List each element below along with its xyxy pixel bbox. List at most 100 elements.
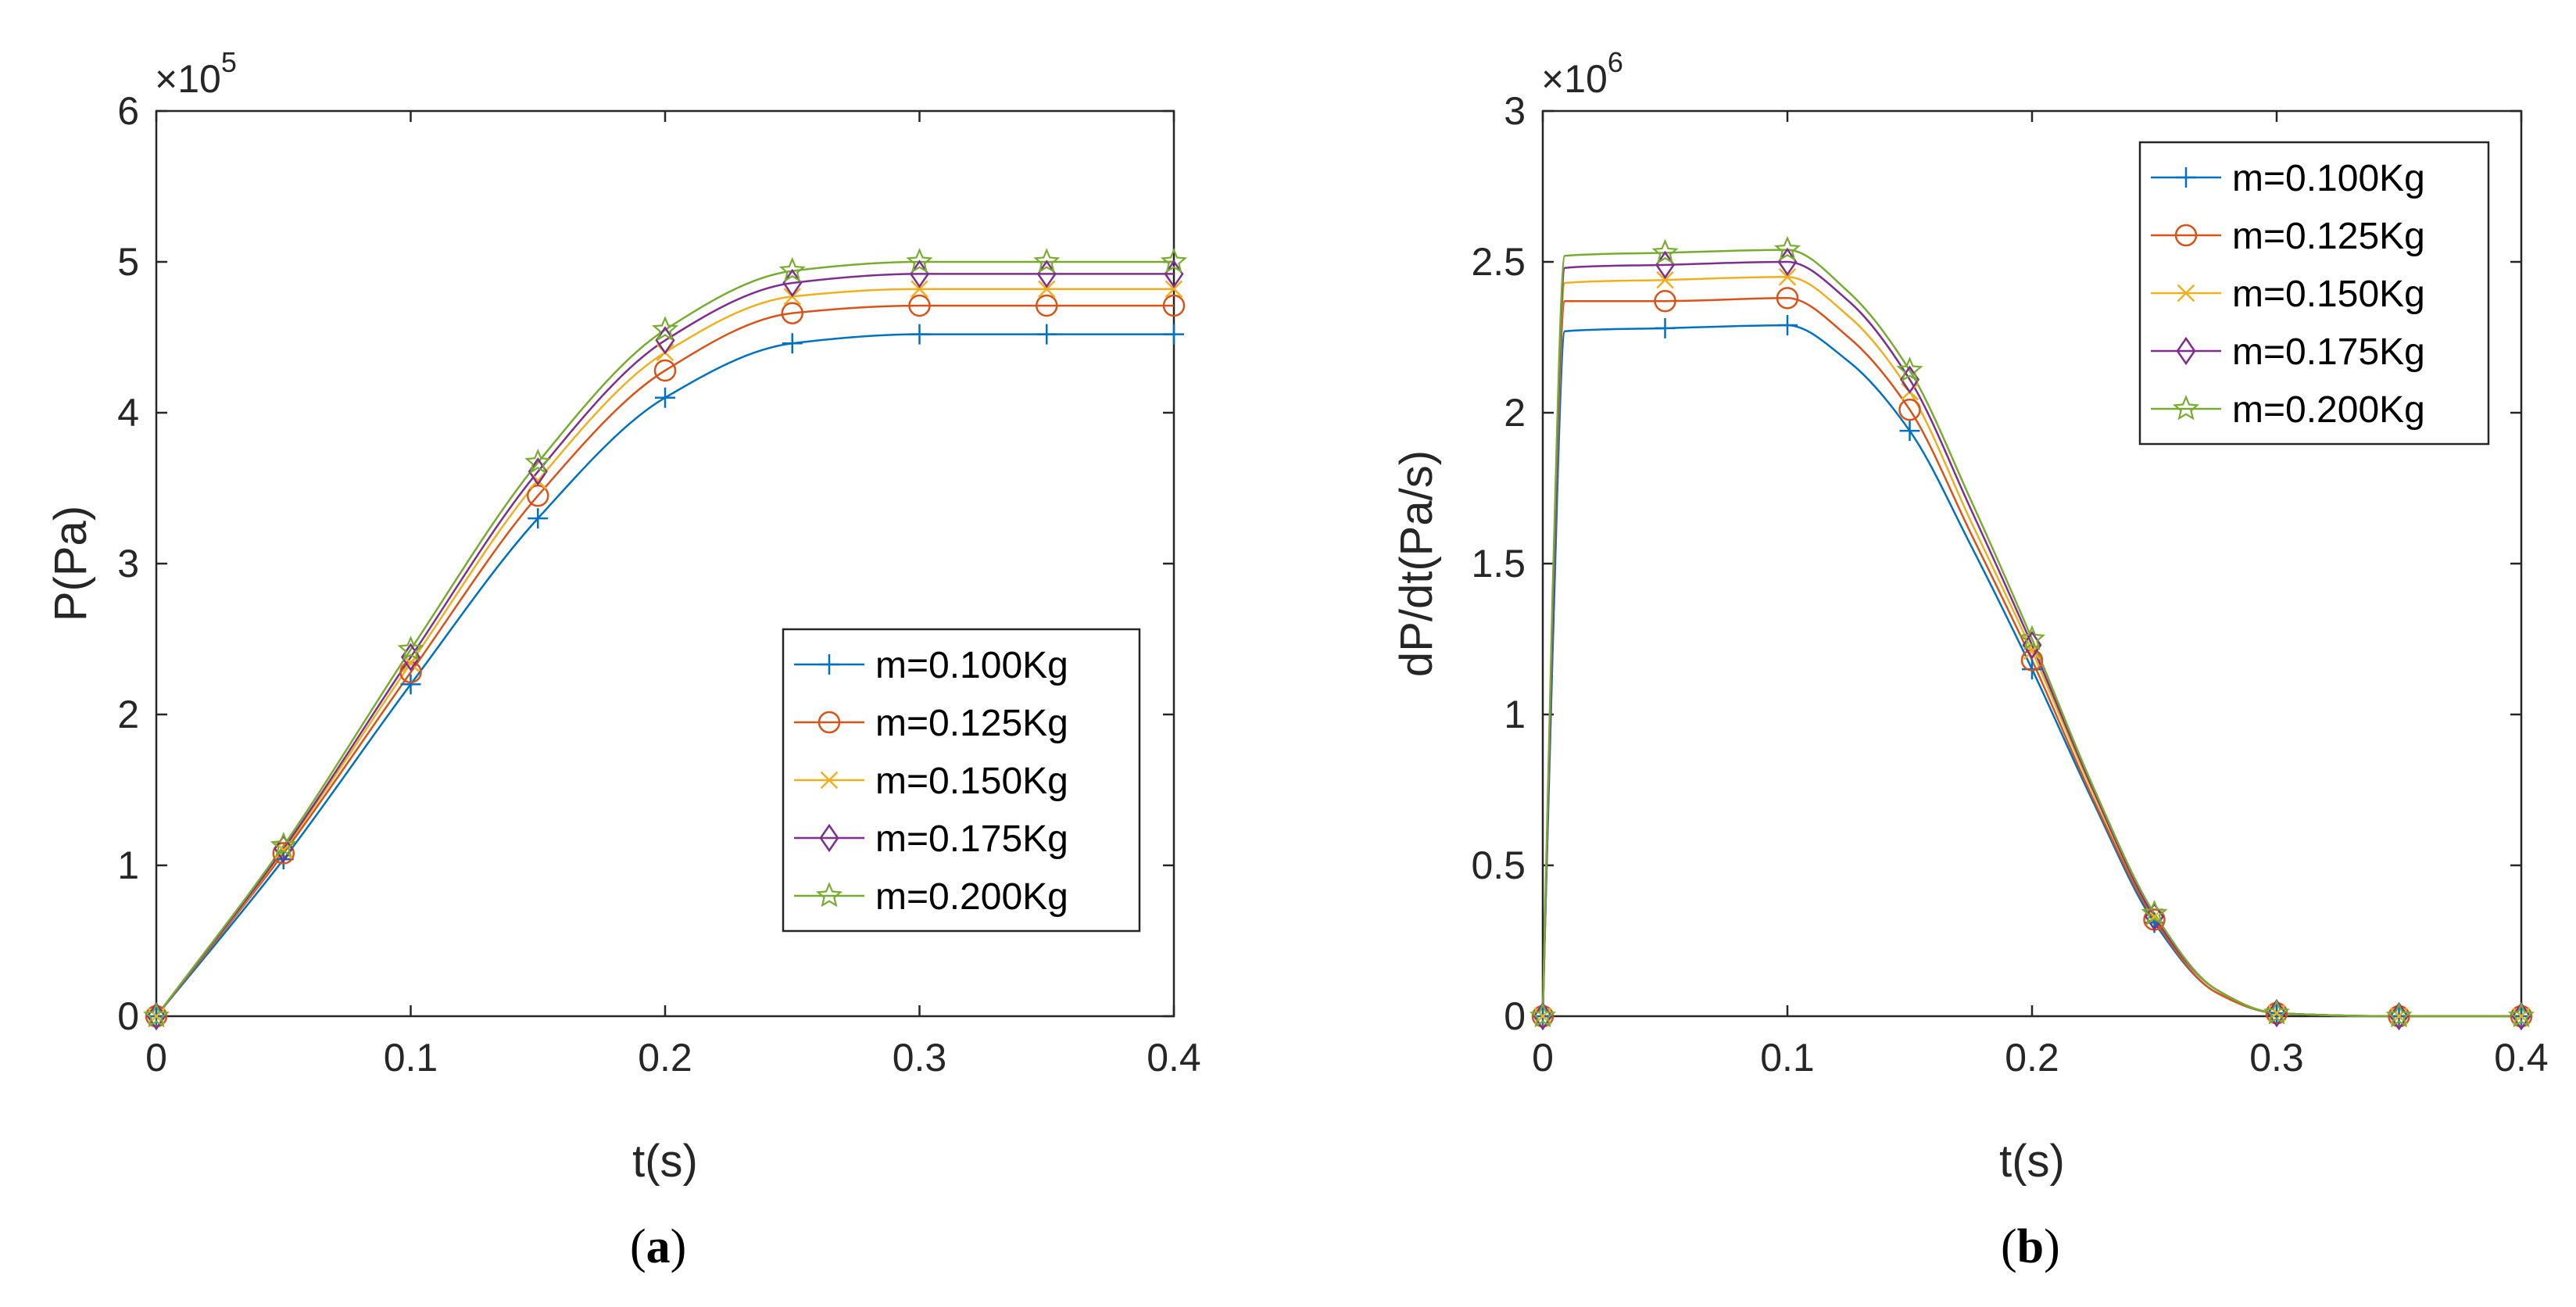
data-point-marker [1165, 280, 1183, 299]
data-point-marker [909, 324, 930, 345]
exponent-base-b: ×10 [1541, 57, 1608, 101]
legend-entry: m=0.175Kg [2232, 331, 2425, 373]
x-tick-label: 0.4 [1147, 1036, 1201, 1080]
legend-entry: m=0.200Kg [875, 876, 1068, 918]
exponent-power-b: 6 [1608, 46, 1623, 78]
series-line-5 [1541, 249, 2521, 1018]
data-point-marker [782, 333, 803, 354]
data-point-marker [1777, 315, 1798, 336]
data-point-marker [1654, 289, 1676, 313]
legend-swatch-marker [2176, 167, 2196, 188]
data-point-marker [1656, 270, 1674, 289]
data-point-marker [1773, 235, 1801, 262]
legend-entry: m=0.100Kg [875, 645, 1068, 686]
legend-swatch-marker [815, 882, 843, 908]
series-line-5 [155, 260, 1174, 1017]
x-tick-label: 0.1 [1760, 1036, 1815, 1080]
y-tick-label: 2.5 [1471, 240, 1526, 284]
y-tick-label: 0 [1504, 994, 1526, 1038]
data-point-marker [778, 256, 806, 283]
x-tick-label: 0 [145, 1036, 167, 1080]
panel-label-b: (b) [2001, 1220, 2060, 1273]
y-tick-label: 5 [117, 240, 139, 284]
data-point-marker [1529, 1002, 1557, 1028]
series-lines-b [1541, 249, 2521, 1018]
series-lines-a [155, 260, 1174, 1017]
data-point-marker [1033, 248, 1061, 274]
data-point-marker [528, 508, 549, 529]
y-tick-label: 3 [1504, 89, 1526, 133]
data-point-marker [1778, 268, 1797, 286]
data-point-marker [1899, 421, 1920, 442]
legend-swatch-marker [818, 711, 841, 734]
y-axis-label-a: P(Pa) [45, 506, 96, 621]
legend-entry: m=0.150Kg [875, 761, 1068, 802]
data-point-marker [524, 448, 552, 474]
series-markers-a [142, 248, 1188, 1031]
y-axis-label-b: dP/dt(Pa/s) [1391, 450, 1442, 677]
data-point-marker [270, 832, 297, 858]
data-point-marker [911, 280, 928, 299]
legend-swatch-marker [820, 771, 839, 790]
series-markers-b [1529, 235, 2535, 1031]
panel-label-a: (a) [630, 1220, 686, 1273]
x-tick-label: 0.2 [2005, 1036, 2059, 1080]
x-tick-label: 0.3 [2249, 1036, 2304, 1080]
legend-entry: m=0.100Kg [2232, 158, 2425, 199]
data-point-marker [781, 302, 803, 324]
x-axis-label-b: t(s) [1999, 1136, 2065, 1187]
legend-entry: m=0.200Kg [2232, 389, 2425, 431]
exponent-power-a: 5 [221, 46, 237, 78]
data-point-marker [906, 248, 933, 274]
data-point-marker [1162, 294, 1186, 317]
data-point-marker [1896, 356, 1923, 382]
data-point-marker [2022, 659, 2042, 680]
x-tick-label: 0.4 [2494, 1036, 2549, 1080]
y-tick-label: 4 [117, 391, 139, 435]
data-point-marker [272, 842, 295, 865]
legend-swatch-marker [2172, 395, 2200, 421]
data-point-marker [653, 359, 677, 382]
data-point-marker [274, 834, 294, 863]
data-point-marker [2507, 1002, 2535, 1028]
data-point-marker [400, 674, 421, 695]
data-point-marker [1898, 398, 1921, 421]
data-point-marker [2144, 902, 2165, 931]
data-point-marker [2141, 899, 2168, 926]
legend-swatch-marker [2174, 224, 2198, 247]
legend-swatch-marker [2177, 284, 2195, 303]
data-point-marker [908, 294, 931, 317]
legend-b: m=0.100Kg m=0.125Kg m=0.150Kg m=0.175Kg m=0.… [2138, 141, 2490, 446]
y-tick-labels-a: 0 1 2 3 4 5 6 [117, 89, 139, 1038]
data-point-marker [1655, 317, 1676, 338]
data-point-marker [2385, 1002, 2413, 1028]
data-point-marker [1037, 280, 1056, 299]
y-tick-label: 2 [117, 693, 139, 736]
x-axis-label-a: t(s) [632, 1136, 698, 1187]
series-line-3 [156, 288, 1174, 1017]
y-tick-label: 2 [1504, 391, 1526, 435]
data-point-marker [655, 387, 675, 408]
exponent-base-a: ×10 [155, 57, 221, 101]
legend-swatch-marker [2176, 336, 2196, 366]
legend-entry: m=0.150Kg [2232, 274, 2425, 315]
exponent-label-a: ×105 [155, 46, 237, 101]
data-point-marker [651, 316, 679, 342]
data-point-marker [397, 636, 424, 661]
y-tick-label: 1 [117, 843, 139, 887]
x-tick-label: 0.1 [384, 1036, 438, 1080]
legend-a: m=0.100Kg m=0.125Kg m=0.150Kg m=0.175Kg m=0.… [782, 628, 1141, 933]
x-tick-labels-a: 0 0.1 0.2 0.3 0.4 [145, 1036, 1201, 1080]
series-line-2 [156, 304, 1174, 1017]
x-tick-labels-b: 0 0.1 0.2 0.3 0.4 [1532, 1036, 2549, 1080]
data-point-marker [1164, 324, 1184, 345]
y-tick-label: 3 [117, 542, 139, 585]
y-tick-label: 6 [117, 89, 139, 133]
data-point-marker [2263, 999, 2291, 1025]
data-point-marker [273, 849, 294, 870]
data-point-marker [2018, 625, 2046, 650]
legend-swatch-marker [819, 654, 839, 675]
data-point-marker [1776, 287, 1799, 310]
